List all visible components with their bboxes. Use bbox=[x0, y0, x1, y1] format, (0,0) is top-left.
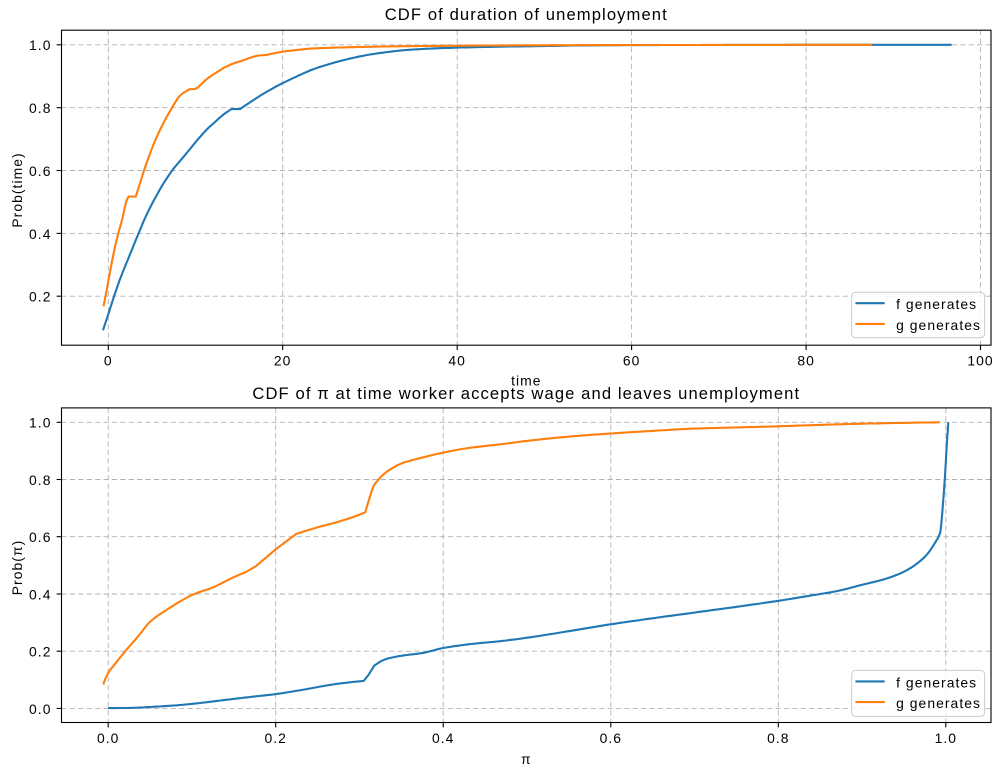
svg-text:0.4: 0.4 bbox=[29, 586, 51, 602]
svg-text:CDF of π at time worker accept: CDF of π at time worker accepts wage and… bbox=[252, 384, 800, 403]
svg-text:g generates: g generates bbox=[896, 695, 981, 711]
svg-text:g generates: g generates bbox=[896, 317, 981, 333]
svg-text:0.6: 0.6 bbox=[29, 163, 51, 179]
svg-text:f generates: f generates bbox=[896, 674, 977, 690]
svg-text:0.0: 0.0 bbox=[29, 701, 51, 717]
svg-text:0.6: 0.6 bbox=[600, 730, 622, 746]
svg-text:0.8: 0.8 bbox=[29, 100, 51, 116]
svg-text:20: 20 bbox=[274, 353, 292, 369]
svg-text:f generates: f generates bbox=[896, 296, 977, 312]
svg-text:40: 40 bbox=[448, 353, 466, 369]
svg-text:π: π bbox=[521, 751, 532, 767]
svg-text:0.6: 0.6 bbox=[29, 529, 51, 545]
svg-text:60: 60 bbox=[623, 353, 641, 369]
svg-text:Prob(time): Prob(time) bbox=[9, 152, 25, 227]
svg-text:0: 0 bbox=[104, 353, 113, 369]
svg-text:1.0: 1.0 bbox=[935, 730, 957, 746]
svg-text:0.2: 0.2 bbox=[264, 730, 286, 746]
svg-text:0.2: 0.2 bbox=[29, 289, 51, 305]
svg-text:100: 100 bbox=[967, 353, 993, 369]
svg-text:80: 80 bbox=[797, 353, 815, 369]
svg-text:time: time bbox=[511, 373, 541, 389]
svg-text:0.8: 0.8 bbox=[29, 472, 51, 488]
svg-text:0.4: 0.4 bbox=[432, 730, 454, 746]
svg-text:0.8: 0.8 bbox=[767, 730, 789, 746]
svg-text:Prob(π): Prob(π) bbox=[9, 540, 25, 596]
svg-text:1.0: 1.0 bbox=[29, 37, 51, 53]
svg-text:0.4: 0.4 bbox=[29, 226, 51, 242]
svg-text:0.0: 0.0 bbox=[97, 730, 119, 746]
svg-text:0.2: 0.2 bbox=[29, 644, 51, 660]
svg-text:CDF of duration of unemploymen: CDF of duration of unemployment bbox=[385, 5, 668, 24]
svg-text:1.0: 1.0 bbox=[29, 415, 51, 431]
